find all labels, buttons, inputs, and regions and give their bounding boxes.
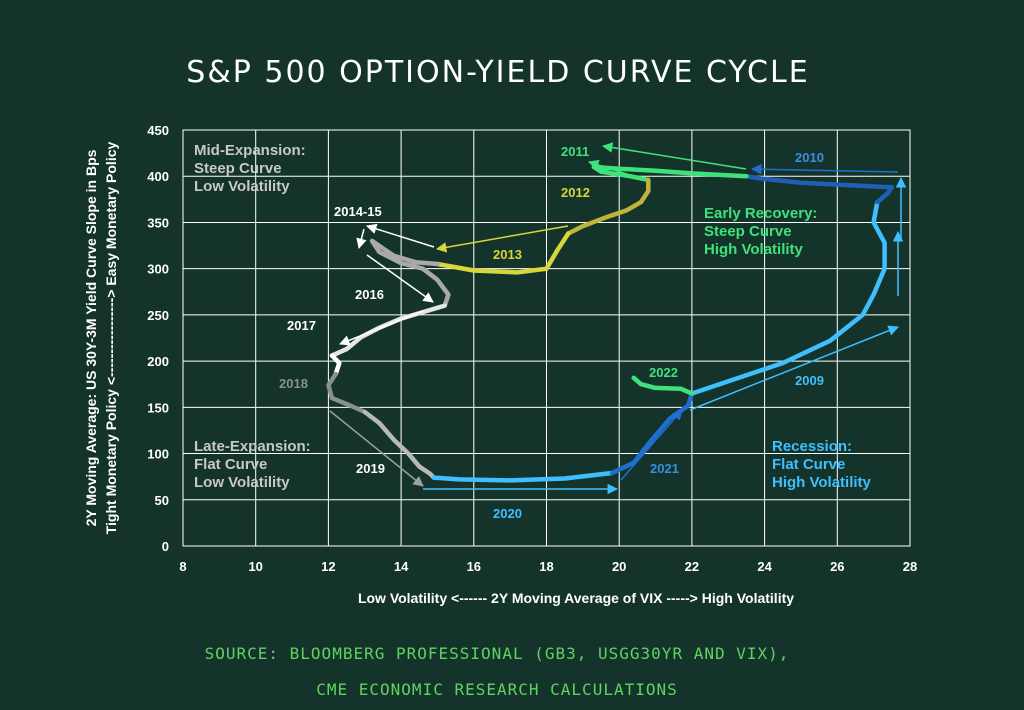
- y-tick-label: 100: [147, 447, 169, 462]
- chart-title: S&P 500 OPTION-YIELD CURVE CYCLE: [186, 55, 809, 90]
- series-line-2011: [591, 164, 749, 183]
- region-early-recovery: Early Recovery: Steep Curve High Volatil…: [704, 205, 817, 258]
- svg-text:Early Recovery:: Early Recovery:: [704, 205, 817, 222]
- svg-text:Flat Curve: Flat Curve: [194, 456, 267, 473]
- year-labels: 2010 2011 2012 2013 2014-15 2016 2017 20…: [279, 144, 824, 521]
- arrow-2011: [601, 142, 747, 170]
- grid: [182, 129, 911, 547]
- x-tick-label: 12: [321, 559, 335, 574]
- y-tick-label: 350: [147, 215, 169, 230]
- y-tick-label: 150: [147, 400, 169, 415]
- arrow-2017: [339, 310, 424, 346]
- x-axis-title: Low Volatility <------ 2Y Moving Average…: [358, 590, 794, 606]
- series-line-2016: [329, 303, 447, 358]
- arrow-2010: [750, 163, 899, 175]
- svg-text:High Volatility: High Volatility: [704, 241, 804, 258]
- svg-text:Low Volatility: Low Volatility: [194, 474, 290, 491]
- year-label-2022: 2022: [649, 365, 678, 380]
- y-tick-label: 450: [147, 123, 169, 138]
- series-line-2009: [689, 199, 887, 396]
- year-label-2016: 2016: [355, 287, 384, 302]
- x-tick-label: 18: [539, 559, 553, 574]
- arrow-2012: [587, 159, 634, 177]
- y-tick-label: 200: [147, 354, 169, 369]
- svg-text:High Volatility: High Volatility: [772, 474, 872, 491]
- region-mid-expansion: Mid-Expansion: Steep Curve Low Volatilit…: [194, 142, 306, 195]
- svg-text:Recession:: Recession:: [772, 438, 852, 455]
- year-label-2012: 2012: [561, 185, 590, 200]
- x-axis-ticks: 8 10 12 14 16 18 20 22 24 26 28: [179, 559, 917, 574]
- y-tick-label: 0: [162, 539, 169, 554]
- x-tick-label: 26: [830, 559, 844, 574]
- x-tick-label: 24: [757, 559, 772, 574]
- x-tick-label: 20: [612, 559, 626, 574]
- series-line-2012: [566, 177, 651, 236]
- svg-text:Tight Monetary Policy <-------: Tight Monetary Policy <-----------------…: [103, 142, 119, 535]
- arrow-2021: [620, 409, 683, 481]
- svg-text:2Y Moving Average: US 30Y-3M: 2Y Moving Average: US 30Y-3M Yield Curve…: [83, 149, 99, 526]
- x-tick-label: 16: [467, 559, 481, 574]
- x-tick-label: 22: [685, 559, 699, 574]
- arrow-2014-15: [365, 223, 435, 248]
- svg-text:Steep Curve: Steep Curve: [194, 160, 282, 177]
- svg-text:Low Volatility: Low Volatility: [194, 178, 290, 195]
- year-label-2014-15: 2014-15: [334, 204, 382, 219]
- y-tick-label: 50: [155, 493, 169, 508]
- arrow-2014-15b: [356, 228, 367, 250]
- x-tick-label: 28: [903, 559, 917, 574]
- series-line-2020: [431, 470, 615, 483]
- year-label-2011: 2011: [561, 144, 589, 159]
- arrow-2016: [366, 254, 434, 303]
- y-axis-ticks: 0 50 100 150 200 250 300 350 400 450: [147, 123, 169, 554]
- year-label-2010: 2010: [795, 150, 824, 165]
- series-line-2010: [744, 173, 895, 205]
- x-tick-label: 10: [248, 559, 262, 574]
- svg-text:Late-Expansion:: Late-Expansion:: [194, 438, 311, 455]
- svg-text:Steep Curve: Steep Curve: [704, 223, 792, 240]
- arrow-2009: [689, 325, 899, 411]
- series-line-2019: [362, 409, 437, 480]
- arrow-2013: [435, 225, 569, 253]
- year-label-2021: 2021: [650, 461, 679, 476]
- x-tick-label: 8: [179, 559, 186, 574]
- y-tick-label: 250: [147, 308, 169, 323]
- svg-text:Flat Curve: Flat Curve: [772, 456, 845, 473]
- series-line-2017: [329, 353, 342, 377]
- region-late-expansion: Late-Expansion: Flat Curve Low Volatilit…: [194, 438, 311, 491]
- series-line-2014-15: [369, 238, 451, 308]
- arrow-2019: [329, 410, 424, 487]
- year-label-2009: 2009: [795, 373, 824, 388]
- series-line-2018: [326, 371, 368, 415]
- year-label-2020: 2020: [493, 506, 522, 521]
- year-label-2017: 2017: [287, 318, 316, 333]
- svg-text:Mid-Expansion:: Mid-Expansion:: [194, 142, 306, 159]
- region-recession: Recession: Flat Curve High Volatility: [772, 438, 872, 491]
- year-label-2018: 2018: [279, 376, 308, 391]
- x-tick-label: 14: [394, 559, 409, 574]
- y-axis-title: 2Y Moving Average: US 30Y-3M Yield Curve…: [83, 142, 119, 535]
- annotation-arrows: [329, 142, 907, 495]
- year-label-2019: 2019: [356, 461, 385, 476]
- source-line-2: CME ECONOMIC RESEARCH CALCULATIONS: [316, 680, 678, 699]
- y-tick-label: 300: [147, 262, 169, 277]
- series-line-2021: [609, 391, 695, 476]
- series-line-2022: [631, 375, 695, 396]
- series-line-2013: [435, 231, 571, 275]
- y-tick-label: 400: [147, 169, 169, 184]
- year-label-2013: 2013: [493, 247, 522, 262]
- source-line-1: SOURCE: BLOOMBERG PROFESSIONAL (GB3, USG…: [205, 644, 790, 663]
